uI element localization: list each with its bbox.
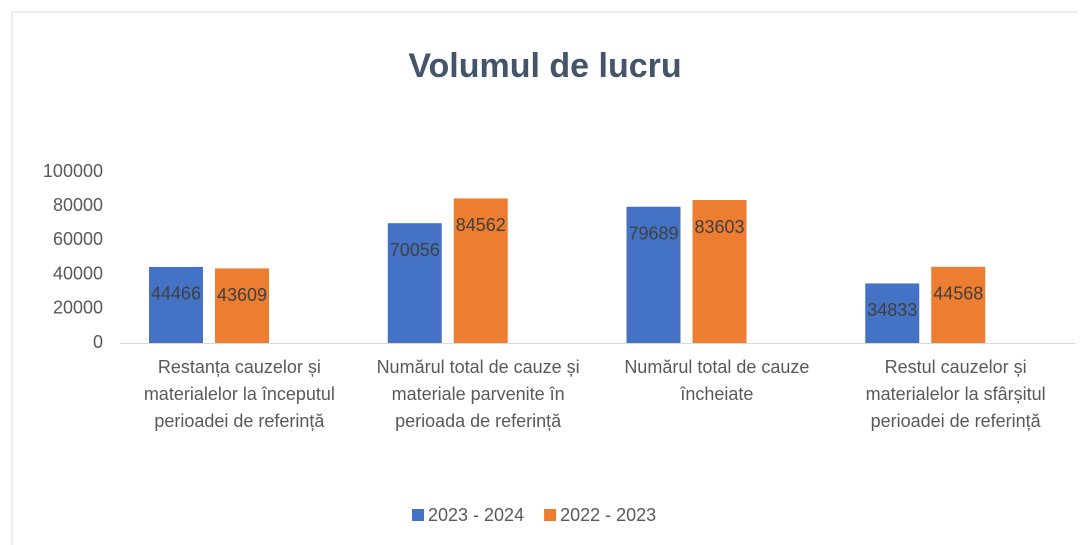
- data-label: 83603: [694, 217, 744, 237]
- y-tick-label: 80000: [53, 195, 103, 215]
- x-tick-label: Numărul total de cauze încheiate: [624, 357, 810, 404]
- x-tick-label: Restanța cauzelor și materialelor la înc…: [143, 357, 335, 431]
- x-tick-label: Numărul total de cauze și materiale parv…: [376, 357, 580, 431]
- bar: [865, 283, 920, 343]
- bar: [931, 266, 986, 343]
- bar: [692, 200, 747, 343]
- data-label: 70056: [390, 240, 440, 260]
- chart-title: Volumul de lucru: [408, 47, 681, 85]
- y-tick-label: 100000: [43, 161, 103, 181]
- y-tick-label: 40000: [53, 263, 103, 283]
- data-label: 79689: [628, 223, 678, 243]
- legend-label: 2022 - 2023: [560, 505, 656, 525]
- data-label: 34833: [867, 300, 917, 320]
- bar: [453, 198, 508, 343]
- data-label: 84562: [456, 215, 506, 235]
- x-tick-label: Restul cauzelor și materialelor la sfârș…: [865, 357, 1046, 431]
- y-tick-label: 60000: [53, 229, 103, 249]
- y-tick-label: 0: [93, 332, 103, 352]
- legend-swatch: [544, 509, 557, 521]
- legend-label: 2023 - 2024: [428, 505, 524, 525]
- bar: [215, 268, 269, 343]
- data-label: 43609: [217, 285, 267, 305]
- bar: [149, 266, 203, 343]
- legend-swatch: [412, 509, 424, 521]
- bar: [626, 206, 681, 343]
- data-label: 44466: [151, 284, 201, 304]
- bar: [387, 223, 442, 343]
- data-label: 44568: [933, 284, 983, 304]
- chart-frame: [11, 11, 1078, 545]
- y-tick-label: 20000: [53, 298, 103, 318]
